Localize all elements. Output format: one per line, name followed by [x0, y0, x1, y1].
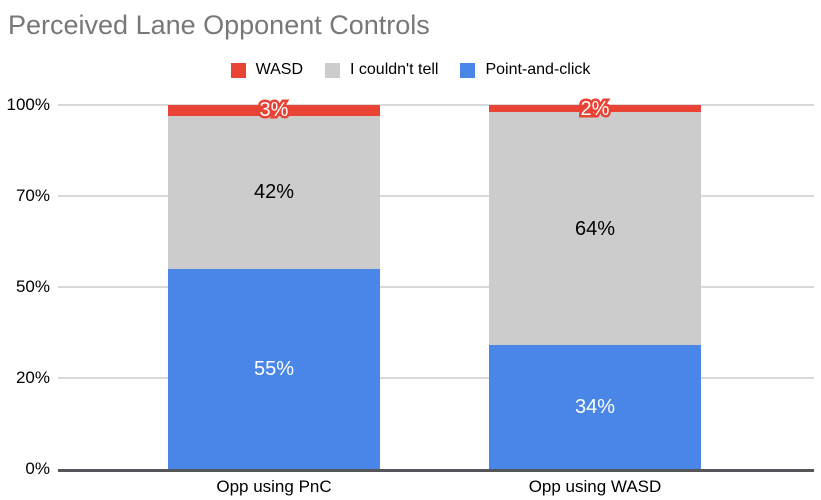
legend-swatch [325, 62, 341, 78]
segment-data-label-fill: 3% [259, 99, 289, 122]
segment-wasd[interactable]: 3% 3% [168, 97, 380, 124]
chart-legend: WASD I couldn't tell Point-and-click [0, 60, 821, 80]
bar-opp-using-pnc: 55% 42% 3% 3% [168, 97, 380, 469]
segment-i-couldn-t-tell[interactable]: 64% [489, 112, 701, 346]
legend-swatch [460, 62, 476, 78]
gridline [58, 104, 814, 106]
legend-label: I couldn't tell [350, 61, 439, 78]
segment-data-label-halo: 2% 2% [578, 95, 612, 122]
legend-item-point-and-click[interactable]: Point-and-click [460, 61, 590, 79]
y-tick-label: 20% [15, 368, 50, 387]
segment-data-label-stroke: 2% [578, 95, 612, 122]
segment-data-label: 55% [253, 357, 295, 380]
legend-label: WASD [255, 61, 304, 78]
segment-wasd[interactable]: 2% 2% [489, 95, 701, 122]
y-tick-label: 0% [25, 459, 50, 478]
segment-i-couldn-t-tell[interactable]: 42% [168, 115, 380, 269]
legend-item-wasd[interactable]: WASD [230, 61, 304, 79]
segment-data-label: 3% 3% [257, 97, 291, 124]
segment-data-label: 64% [574, 217, 616, 240]
legend-swatch [230, 62, 246, 78]
y-tick-label: 100% [6, 95, 50, 114]
segment-data-label-stroke: 3% [257, 97, 291, 124]
gridline [58, 377, 814, 379]
segment-point-and-click[interactable]: 55% [168, 268, 380, 469]
x-category-label: Opp using PnC [216, 477, 332, 496]
bar-opp-using-wasd: 34% 64% 2% 2% [489, 95, 701, 469]
y-tick-label: 70% [15, 186, 50, 205]
y-tick-label: 50% [15, 277, 50, 296]
segment-data-label-fill: 2% [580, 97, 610, 120]
segment-data-label: 34% [574, 396, 616, 419]
legend-item-i-couldn-t-tell[interactable]: I couldn't tell [325, 61, 438, 79]
x-category-label: Opp using WASD [528, 477, 662, 496]
gridline [58, 195, 814, 197]
segment-point-and-click[interactable]: 34% [489, 345, 701, 469]
segment-data-label-halo: 3% 3% [257, 97, 291, 124]
chart-title: Perceived Lane Opponent Controls [8, 10, 430, 40]
legend-label: Point-and-click [485, 61, 591, 78]
gridline [58, 286, 814, 288]
x-axis-line [58, 469, 814, 472]
segment-data-label: 42% [253, 181, 295, 204]
segment-data-label: 2% 2% [578, 95, 612, 122]
